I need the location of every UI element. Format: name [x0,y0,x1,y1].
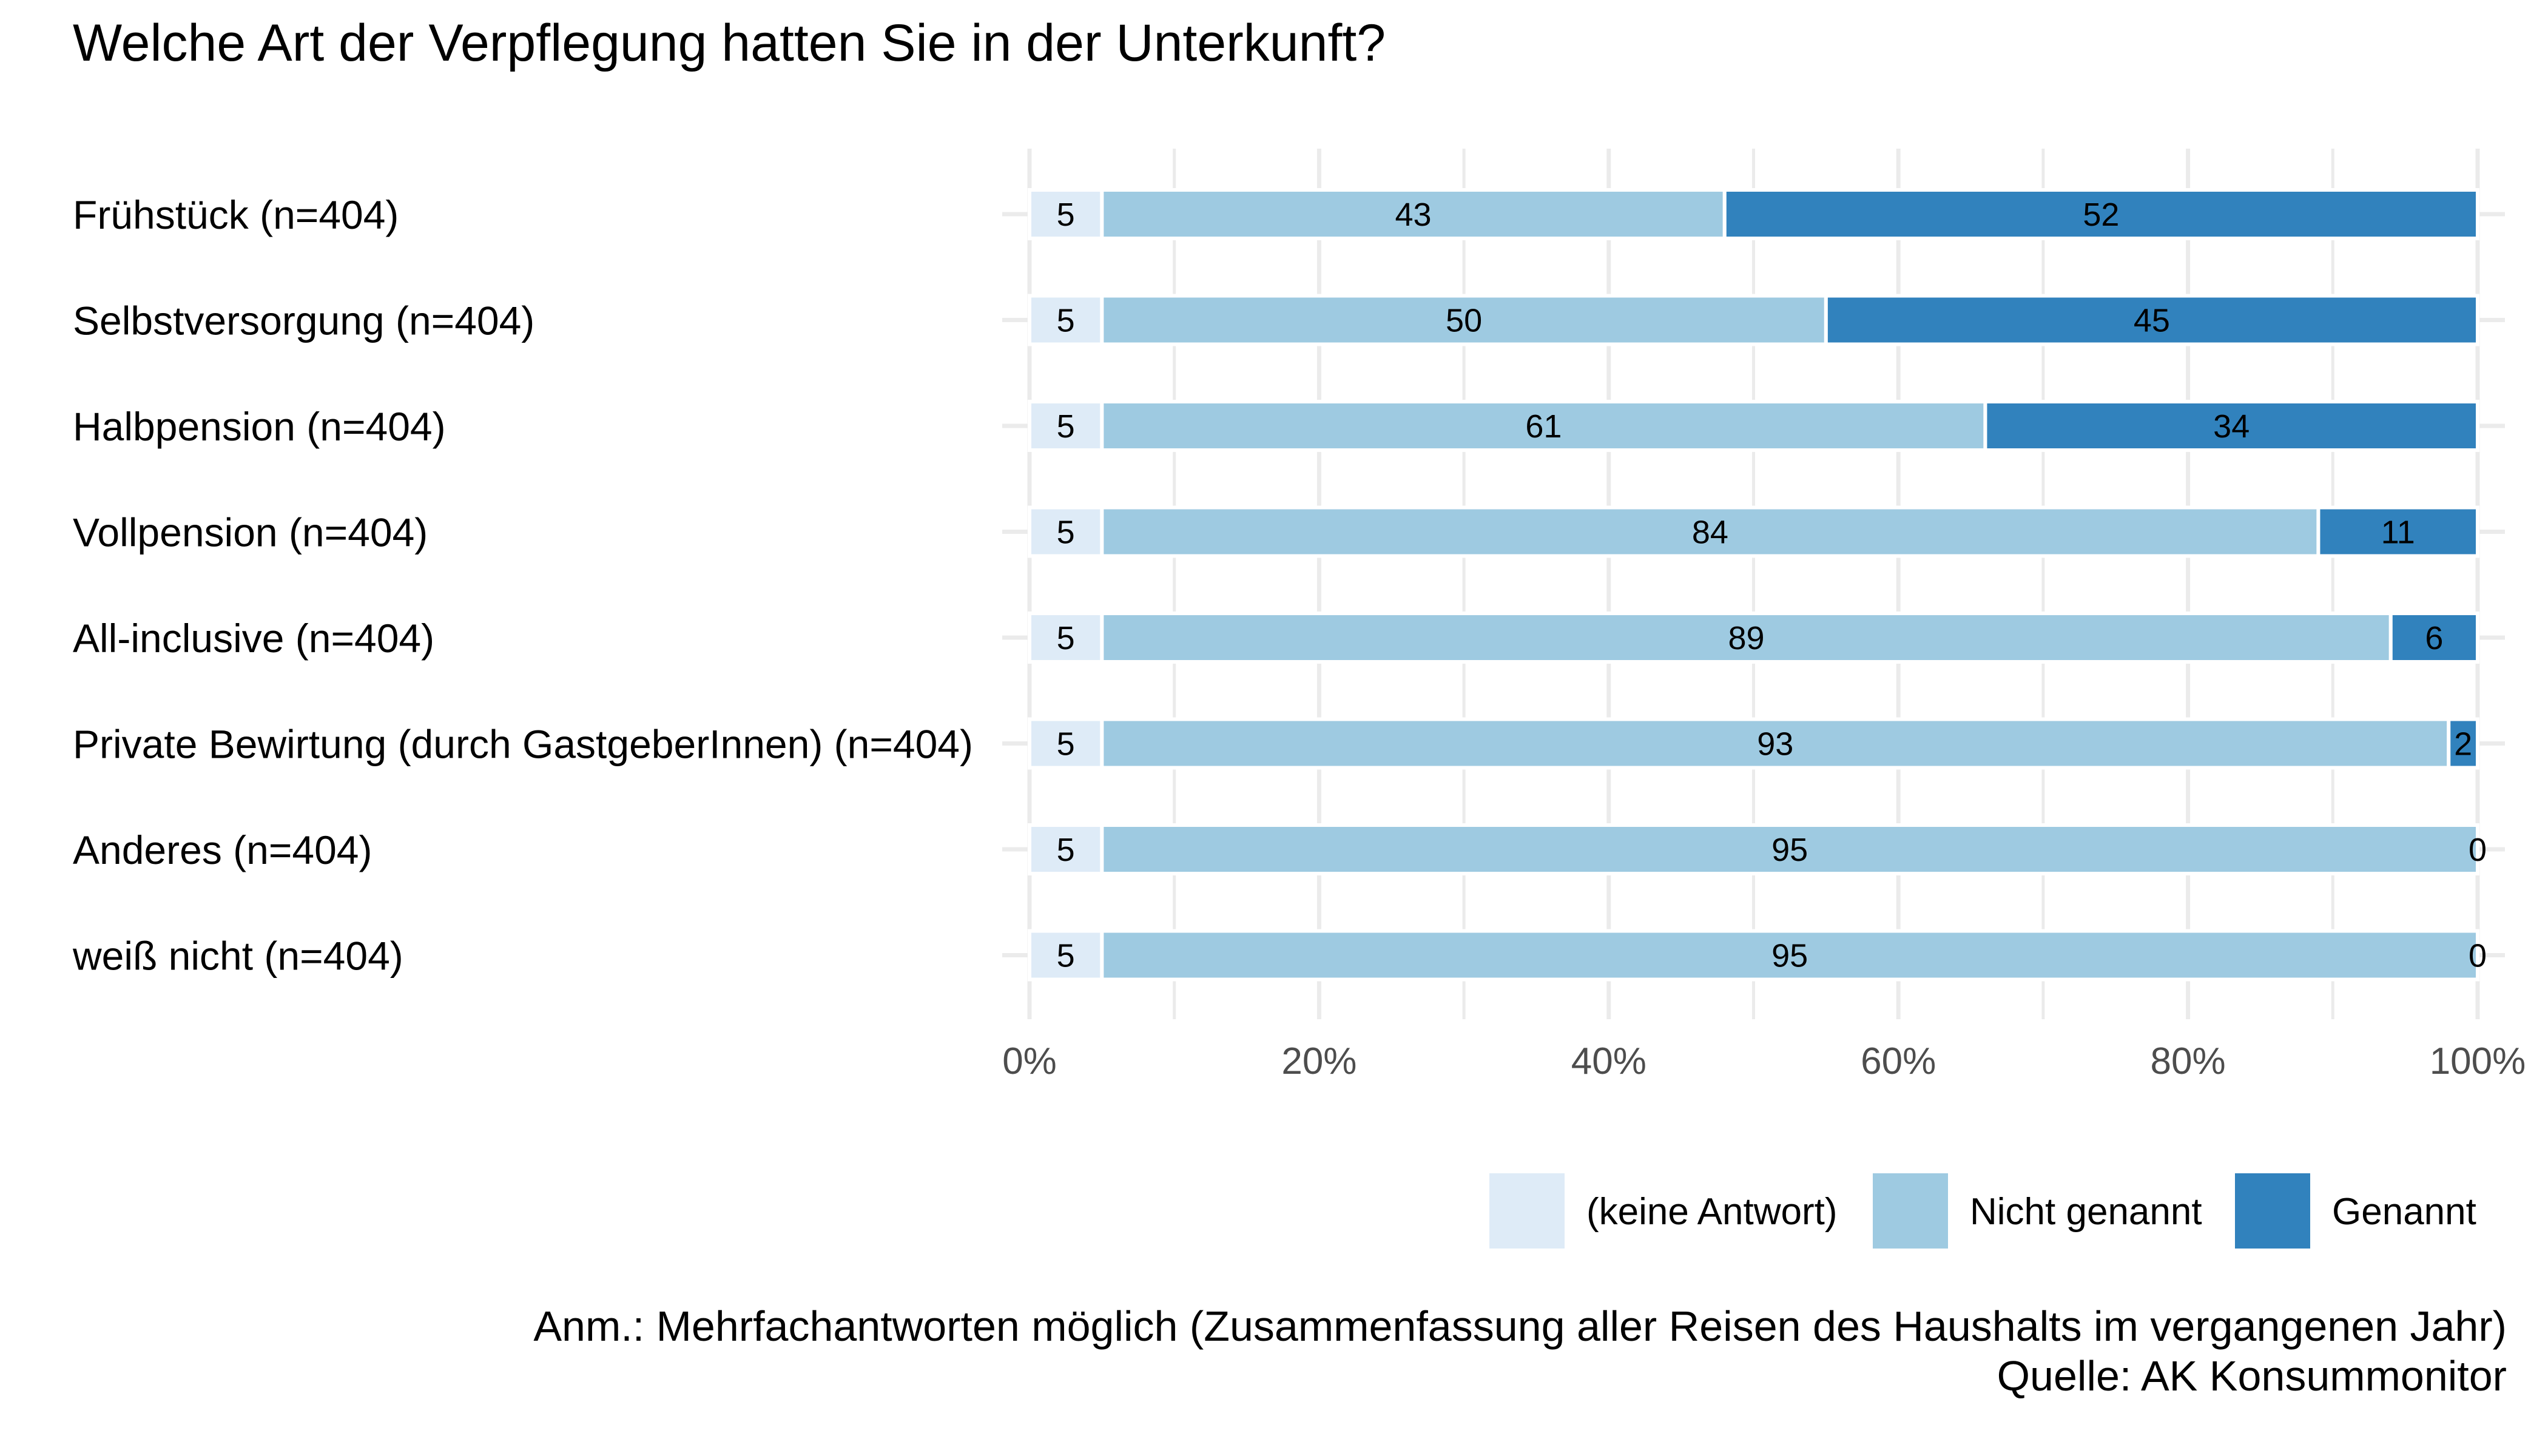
legend-label: (keine Antwort) [1586,1191,1838,1233]
footnote-note: Anm.: Mehrfachantworten möglich (Zusamme… [533,1303,2507,1350]
legend-key [1873,1173,1948,1249]
bar-segment-nicht-genannt [1100,929,2479,982]
bar-segment-nicht-genannt [1100,294,1828,346]
data-label: 6 [2425,620,2443,656]
category-label: Frühstück (n=404) [73,192,399,237]
data-label: 5 [1057,832,1075,868]
legend-key [2235,1173,2310,1249]
data-label: 5 [1057,197,1075,233]
footnote-source: Quelle: AK Konsummonitor [1997,1352,2507,1400]
bar-segment-genannt [1722,188,2479,240]
legend-key [1489,1173,1565,1249]
bar-segment--keine-antwort- [1028,400,1104,452]
category-label: Halbpension (n=404) [73,404,446,449]
category-label: Vollpension (n=404) [73,510,428,555]
bar-segment--keine-antwort- [1028,929,1104,982]
category-label: Private Bewirtung (durch GastgeberInnen)… [73,722,973,767]
bar-segment--keine-antwort- [1028,188,1104,240]
data-label: 93 [1757,726,1793,763]
data-label: 5 [1057,938,1075,974]
legend-label: Genannt [2332,1191,2476,1233]
x-tick-label: 20% [1281,1040,1357,1082]
x-tick-label: 80% [2151,1040,2226,1082]
data-label: 0 [2469,832,2487,868]
bars: 5 43 52 5 50 45 5 61 34 5 84 11 5 89 6 5 93 2 5 95 0 5 95 0 [1028,188,2487,982]
bar-segment--keine-antwort- [1028,505,1104,558]
data-label: 84 [1692,514,1728,551]
bar-segment-genannt [2316,505,2479,558]
data-label: 5 [1057,620,1075,656]
bar-segment-nicht-genannt [1100,188,1727,240]
category-label: Anderes (n=404) [73,827,372,872]
data-label: 2 [2454,726,2472,763]
bar-segment-genannt [1983,400,2479,452]
bar-segment-nicht-genannt [1100,400,1987,452]
data-label: 89 [1728,620,1765,656]
data-label: 52 [2083,197,2119,233]
data-label: 50 [1446,303,1482,339]
bar-segment-nicht-genannt [1100,823,2479,875]
gridlines [1002,149,2505,1019]
data-label: 5 [1057,303,1075,339]
data-label: 5 [1057,408,1075,445]
x-tick-label: 60% [1861,1040,1936,1082]
data-label: 5 [1057,726,1075,763]
bar-segment-genannt [2388,612,2480,664]
x-axis-ticks: 0% 20% 40% 60% 80% 100% [1002,1040,2526,1082]
category-label: All-inclusive (n=404) [73,616,434,661]
data-label: 11 [2381,514,2415,551]
x-tick-label: 0% [1002,1040,1057,1082]
data-label: 95 [1771,938,1808,974]
bar-segment-nicht-genannt [1100,612,2393,664]
legend-label: Nicht genannt [1970,1191,2202,1233]
x-tick-label: 100% [2430,1040,2526,1082]
legend: (keine Antwort) Nicht genannt Genannt [1489,1173,2476,1249]
bar-segment-genannt [1824,294,2480,346]
category-label: Selbstversorgung (n=404) [73,298,534,343]
data-label: 95 [1771,832,1808,868]
data-label: 34 [2213,408,2250,445]
data-label: 61 [1525,408,1562,445]
data-label: 0 [2469,938,2487,974]
y-axis-labels: Frühstück (n=404) Selbstversorgung (n=404… [72,192,973,979]
bar-segment-nicht-genannt [1100,505,2320,558]
chart-title: Welche Art der Verpflegung hatten Sie in… [73,14,1386,72]
data-label: 45 [2134,303,2170,339]
data-label: 5 [1057,514,1075,551]
data-label: 43 [1395,197,1432,233]
x-tick-label: 40% [1571,1040,1646,1082]
category-label: weiß nicht (n=404) [72,934,403,979]
bar-segment-genannt [2447,717,2480,770]
